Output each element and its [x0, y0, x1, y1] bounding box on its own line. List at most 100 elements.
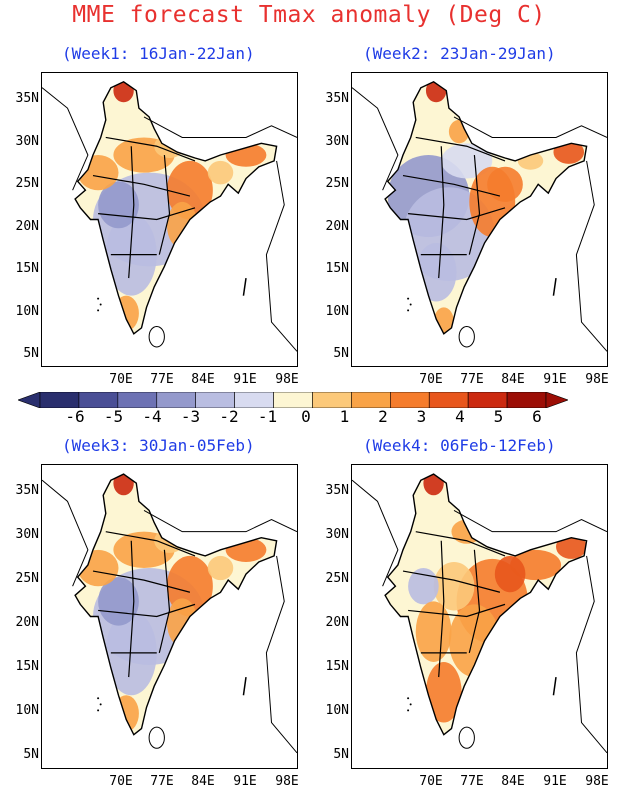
state-boundary — [128, 540, 135, 678]
state-boundary — [402, 174, 501, 197]
y-tick-label: 35N — [325, 91, 349, 106]
state-boundary — [98, 603, 196, 618]
lakshadweep-dot — [97, 697, 100, 700]
x-tick-label: 91E — [543, 372, 567, 387]
x-tick-label: 98E — [275, 774, 299, 789]
state-boundary — [158, 549, 171, 654]
sri-lanka-outline — [148, 325, 165, 348]
page-title: MME forecast Tmax anomaly (Deg C) — [72, 2, 546, 28]
colorbar-swatch — [312, 392, 352, 408]
state-boundary — [468, 549, 481, 654]
anomaly-region — [113, 295, 139, 331]
neighbor-border — [42, 479, 89, 587]
y-tick-label: 20N — [325, 615, 349, 630]
y-tick-label: 5N — [23, 346, 39, 361]
colorbar-right-arrow — [545, 392, 568, 408]
colorbar-swatch — [39, 392, 80, 408]
sri-lanka-outline — [458, 325, 475, 348]
state-boundary — [105, 136, 196, 162]
sri-lanka-outline — [148, 726, 165, 749]
x-tick-label: 91E — [233, 372, 257, 387]
state-boundary — [92, 570, 191, 593]
sri-lanka-outline — [458, 726, 475, 749]
colorbar-tick-label: 3 — [416, 407, 427, 426]
state-boundary — [402, 570, 501, 593]
andaman-islands — [242, 676, 247, 696]
lakshadweep-dot — [99, 703, 102, 706]
state-boundary — [468, 154, 481, 255]
y-tick-label: 35N — [15, 483, 39, 498]
anomaly-region — [425, 661, 462, 723]
colorbar-tick-label: -4 — [142, 407, 162, 426]
y-tick-label: 5N — [333, 747, 349, 762]
map-svg — [42, 80, 297, 352]
lakshadweep-dot — [97, 709, 100, 712]
x-tick-label: 84E — [191, 372, 215, 387]
anomaly-region — [207, 555, 234, 581]
india-outline — [74, 473, 278, 736]
x-tick-label: 77E — [460, 774, 484, 789]
colorbar-swatch — [195, 392, 235, 408]
y-tick-label: 20N — [325, 218, 349, 234]
colorbar-swatch — [467, 392, 508, 408]
neighbor-border — [265, 555, 297, 754]
neighbor-border — [453, 510, 607, 533]
lakshadweep-dot — [407, 297, 410, 300]
x-tick-label: 77E — [150, 774, 174, 789]
colorbar-tick-label: 1 — [339, 407, 350, 426]
x-tick-label: 70E — [419, 774, 443, 789]
anomaly-region — [77, 155, 119, 191]
state-boundary — [438, 146, 445, 279]
andaman-islands — [552, 676, 557, 696]
colorbar-left-arrow — [18, 392, 41, 408]
week4-title: (Week4: 06Feb-12Feb) — [363, 436, 556, 455]
map-svg — [352, 80, 607, 352]
map-panel-week2 — [351, 72, 608, 367]
colorbar-tick-label: -1 — [257, 407, 278, 426]
state-boundary — [408, 603, 506, 618]
state-boundary — [128, 146, 135, 279]
andaman-islands — [552, 277, 557, 296]
y-tick-label: 25N — [325, 176, 349, 191]
lakshadweep-dot — [97, 297, 100, 300]
x-tick-label: 98E — [585, 774, 609, 789]
colorbar-swatch — [506, 392, 547, 408]
colorbar — [18, 392, 568, 408]
neighbor-border — [575, 555, 607, 754]
map-panel-week1 — [41, 72, 298, 367]
map-svg — [352, 473, 607, 754]
x-tick-label: 98E — [585, 372, 609, 387]
week1-title: (Week1: 16Jan-22Jan) — [62, 44, 255, 63]
y-tick-label: 25N — [15, 176, 39, 191]
colorbar-swatch — [117, 392, 158, 408]
neighbor-border — [575, 160, 607, 352]
colorbar-swatch — [390, 392, 430, 408]
y-tick-label: 25N — [325, 571, 349, 586]
state-boundary — [408, 207, 506, 221]
y-tick-label: 10N — [325, 703, 349, 718]
x-tick-label: 70E — [109, 372, 133, 387]
colorbar-swatch — [273, 392, 313, 408]
y-tick-label: 15N — [325, 261, 349, 276]
lakshadweep-dot — [97, 309, 100, 312]
y-tick-label: 30N — [325, 133, 349, 149]
state-boundary — [415, 136, 506, 162]
anomaly-region — [487, 166, 523, 202]
x-tick-label: 70E — [109, 774, 133, 789]
map-panel-week4 — [351, 464, 608, 769]
colorbar-swatch — [351, 392, 391, 408]
y-tick-label: 15N — [15, 659, 39, 674]
y-tick-label: 35N — [325, 483, 349, 498]
anomaly-region — [433, 561, 475, 611]
anomaly-region — [77, 549, 119, 587]
neighbor-border — [143, 510, 297, 533]
anomaly-region — [113, 695, 139, 732]
y-tick-label: 5N — [23, 747, 39, 762]
colorbar-swatch — [234, 392, 274, 408]
lakshadweep-dot — [407, 697, 410, 700]
y-tick-label: 30N — [15, 527, 39, 542]
state-boundary — [98, 207, 196, 221]
y-tick-label: 30N — [15, 133, 39, 149]
anomaly-region — [494, 555, 526, 593]
y-tick-label: 20N — [15, 615, 39, 630]
